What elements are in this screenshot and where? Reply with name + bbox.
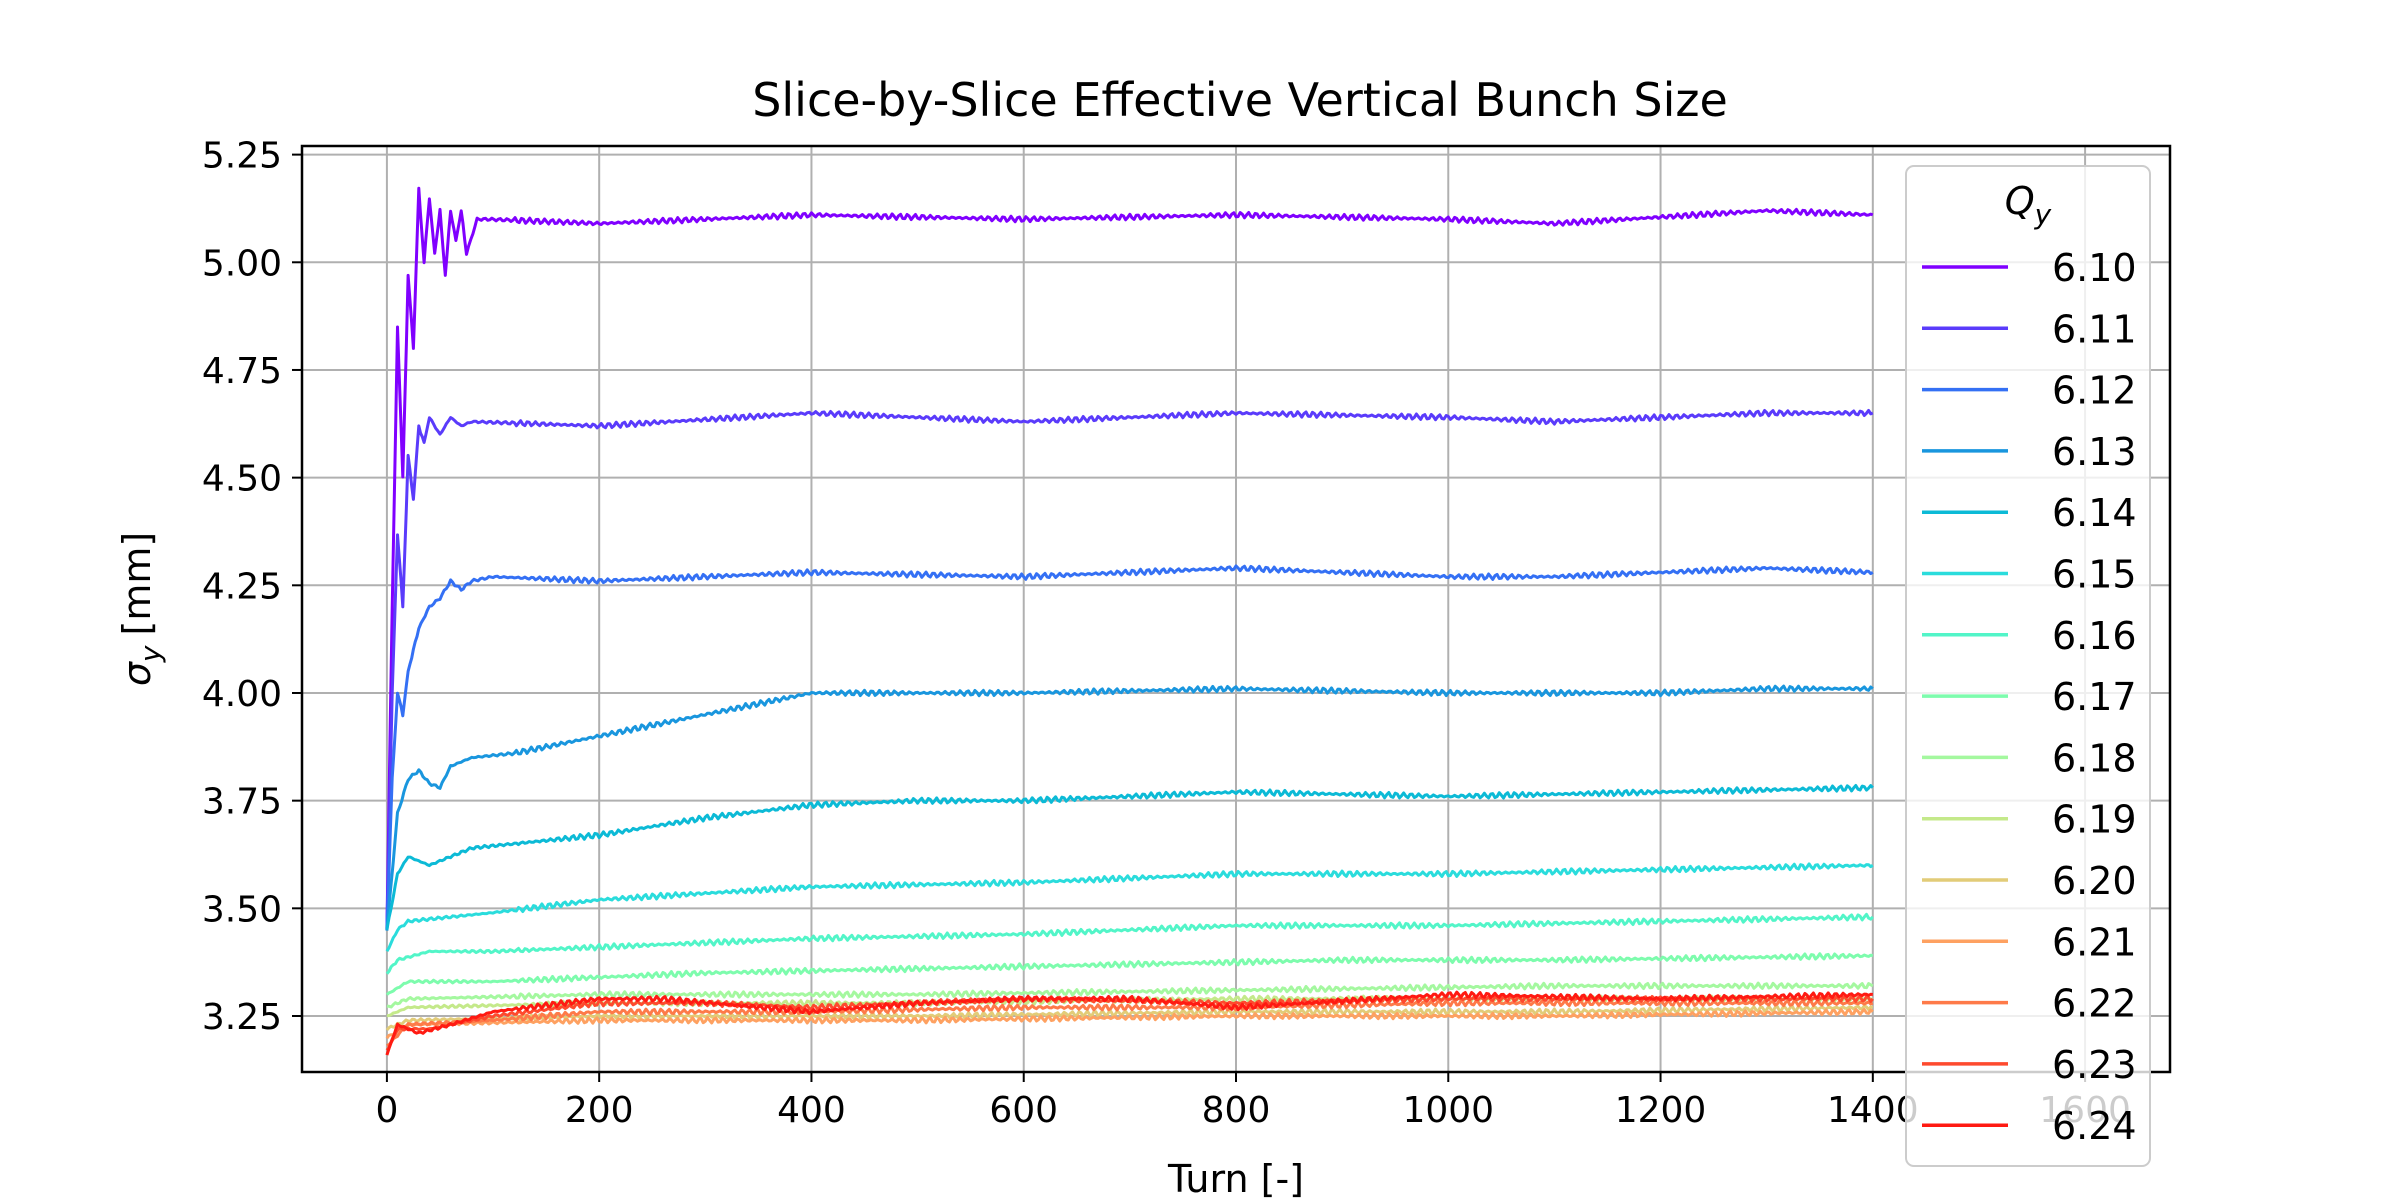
series-line-6-10: [385, 186, 1874, 930]
x-tick-label: 600: [989, 1090, 1058, 1131]
y-tick-label: 3.50: [202, 889, 282, 930]
y-tick-label: 4.25: [202, 566, 282, 607]
legend-label-6-22: 6.22: [2052, 982, 2137, 1026]
x-tick-label: 0: [375, 1090, 398, 1131]
y-axis-label-unit: [mm]: [115, 532, 159, 636]
legend-label-6-16: 6.16: [2052, 614, 2137, 658]
legend-label-6-17: 6.17: [2052, 675, 2137, 719]
series-line-6-18: [386, 981, 1874, 1009]
series-lines: [385, 186, 1874, 1056]
legend-box: [1905, 165, 2151, 1167]
legend-label-6-11: 6.11: [2052, 307, 2137, 351]
series-line-6-17: [385, 952, 1874, 996]
y-axis-label-subscript: y: [134, 645, 167, 663]
legend-label-6-10: 6.10: [2052, 246, 2137, 290]
x-tick-label: 400: [777, 1090, 846, 1131]
chart-title: Slice-by-Slice Effective Vertical Bunch …: [752, 73, 1728, 127]
legend-label-6-12: 6.12: [2052, 369, 2137, 413]
y-tick-label: 4.50: [202, 459, 282, 500]
y-tick-label: 4.75: [202, 351, 282, 392]
legend: Qy 6.106.116.126.136.146.156.166.176.186…: [1905, 165, 2151, 1167]
y-axis-label: σy [mm]: [115, 532, 167, 686]
x-tick-label: 200: [565, 1090, 634, 1131]
y-tick-label: 3.75: [202, 782, 282, 823]
y-tick-label: 4.00: [202, 674, 282, 715]
legend-entries: 6.10 6.11 6.12 6.13 6.14 6.15 6.16 6.17 6.18 6.19…: [1922, 246, 2137, 1148]
legend-label-6-13: 6.13: [2052, 430, 2137, 474]
legend-label-6-24: 6.24: [2052, 1104, 2137, 1148]
legend-label-6-19: 6.19: [2052, 798, 2137, 842]
series-line-6-11: [385, 408, 1874, 929]
series-line-6-14: [385, 784, 1874, 931]
legend-title-subscript: y: [2034, 198, 2052, 231]
y-axis-label-symbol: σ: [115, 660, 159, 686]
x-axis-label: Turn [-]: [1167, 1157, 1304, 1200]
legend-title-symbol: Q: [2005, 179, 2035, 223]
legend-label-6-18: 6.18: [2052, 736, 2137, 780]
legend-label-6-23: 6.23: [2052, 1043, 2137, 1087]
y-tick-label: 3.25: [202, 997, 282, 1038]
series-line-6-24: [385, 990, 1873, 1056]
series-line-6-21: [385, 1007, 1874, 1040]
y-tick-label: 5.00: [202, 243, 282, 284]
x-tick-label: 800: [1202, 1090, 1271, 1131]
series-line-6-15: [385, 862, 1874, 952]
series-line-6-13: [385, 684, 1874, 931]
x-tick-label: 1000: [1402, 1090, 1494, 1131]
y-axis: 3.25 3.50 3.75 4.00 4.25 4.50 4.75 5.00 5.25: [202, 136, 302, 1038]
series-line-6-16: [385, 912, 1874, 975]
series-line-6-22: [386, 998, 1874, 1047]
x-tick-label: 1400: [1827, 1090, 1919, 1131]
legend-label-6-14: 6.14: [2052, 491, 2137, 535]
legend-title: Qy: [2005, 179, 2052, 231]
legend-label-6-21: 6.21: [2052, 920, 2137, 964]
x-tick-label: 1200: [1615, 1090, 1707, 1131]
legend-label-6-15: 6.15: [2052, 553, 2137, 597]
legend-label-6-20: 6.20: [2052, 859, 2137, 903]
series-line-6-12: [385, 564, 1874, 930]
y-tick-label: 5.25: [202, 136, 282, 177]
